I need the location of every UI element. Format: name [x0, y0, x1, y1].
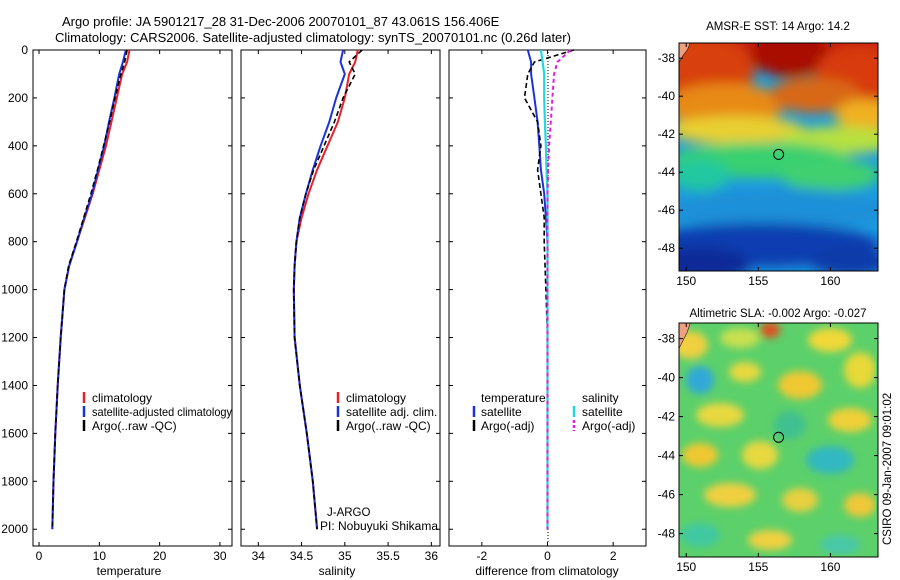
- series-line: [292, 49, 359, 530]
- series-line: [523, 49, 575, 530]
- series-line: [51, 49, 128, 530]
- land-patch: [679, 323, 690, 348]
- series-line: [546, 49, 572, 530]
- temperature-axes: [32, 49, 233, 547]
- lat-tick-label: -46: [658, 488, 676, 502]
- legend-argo: Argo(..raw -QC): [92, 419, 177, 433]
- temperature-ticks: 0 10 20 30 0 200 400 600 800 1000 1200 1400 1600 1800…: [1, 43, 232, 563]
- x-tick-label: 36: [425, 549, 439, 563]
- y-tick-label: 1400: [1, 378, 28, 392]
- x-tick-label: 35: [338, 549, 352, 563]
- figure-title-line2: Climatology: CARS2006. Satellite-adjuste…: [55, 30, 571, 45]
- x-tick-label: 30: [213, 549, 227, 563]
- legend-satellite-adj: satellite adj. clim.: [346, 405, 437, 419]
- difference-panel: -2 0 2 difference from climatology tempera…: [448, 49, 647, 578]
- x-tick-label: -2: [476, 549, 487, 563]
- legend-temperature-heading: temperature: [481, 391, 546, 405]
- salinity-legend: climatology satellite adj. clim. Argo(..…: [336, 391, 437, 433]
- sst-map-ticks: 150 155 160 -38 -40 -42 -44 -46 -48: [658, 43, 878, 288]
- profile-location-marker: [773, 431, 785, 443]
- lat-tick-label: -46: [658, 203, 676, 217]
- lat-tick-label: -44: [658, 165, 676, 179]
- sla-field: [679, 323, 878, 557]
- y-tick-label: 0: [21, 43, 28, 57]
- lat-tick-label: -40: [658, 89, 676, 103]
- legend-sal-satellite: satellite: [582, 405, 623, 419]
- sst-map-axes: [678, 42, 879, 272]
- footer-stamp: CSIRO 09-Jan-2007 09:01:02: [882, 393, 894, 545]
- lon-tick-label: 150: [676, 274, 696, 288]
- temperature-lines: [51, 49, 131, 530]
- land-patch: [679, 43, 690, 62]
- x-tick-label: 20: [153, 549, 167, 563]
- lon-tick-label: 155: [748, 560, 768, 574]
- x-tick-label: 34: [252, 549, 266, 563]
- lon-tick-label: 160: [820, 560, 840, 574]
- y-tick-label: 800: [8, 235, 28, 249]
- difference-lines: [523, 49, 575, 530]
- legend-climatology: climatology: [346, 391, 406, 405]
- salinity-axes: [240, 49, 441, 547]
- temperature-panel: 0 10 20 30 0 200 400 600 800 1000 1200 1400 1600 1800…: [1, 43, 233, 578]
- sst-field: [679, 43, 878, 271]
- lat-tick-label: -48: [658, 527, 676, 541]
- pi-label: PI: Nobuyuki Shikama: [320, 521, 439, 533]
- legend-argo: Argo(..raw -QC): [346, 419, 431, 433]
- y-tick-label: 600: [8, 187, 28, 201]
- difference-ticks: -2 0 2: [449, 49, 646, 563]
- x-tick-label: 35.5: [376, 549, 400, 563]
- sla-map-ticks: 150 155 160 -38 -40 -42 -44 -46 -48: [658, 323, 878, 574]
- salinity-panel: 34 34.5 35 35.5 36 salinity climatology sate…: [240, 49, 441, 578]
- legend-temp-satellite: satellite: [481, 405, 522, 419]
- difference-legend: temperature satellite Argo(-adj) salinit…: [472, 391, 635, 433]
- sla-map-axes: [678, 322, 879, 558]
- profile-location-marker: [773, 148, 785, 160]
- sst-map-title: AMSR-E SST: 14 Argo: 14.2: [706, 21, 850, 33]
- lon-tick-label: 155: [748, 274, 768, 288]
- lat-tick-label: -38: [658, 332, 676, 346]
- lat-tick-label: -38: [658, 51, 676, 65]
- salinity-xlabel: salinity: [319, 564, 356, 578]
- x-tick-label: 10: [93, 549, 107, 563]
- temperature-legend: climatology satellite-adjusted climatolo…: [82, 391, 232, 433]
- x-tick-label: 34.5: [290, 549, 314, 563]
- y-tick-label: 1200: [1, 331, 28, 345]
- lon-tick-label: 160: [820, 274, 840, 288]
- legend-climatology: climatology: [92, 391, 152, 405]
- y-tick-label: 1000: [1, 283, 28, 297]
- salinity-ticks: 34 34.5 35 35.5 36: [241, 49, 440, 563]
- sst-map-panel: AMSR-E SST: 14 Argo: 14.2: [658, 21, 879, 288]
- lon-tick-label: 150: [676, 560, 696, 574]
- y-tick-label: 1600: [1, 426, 28, 440]
- lat-tick-label: -40: [658, 371, 676, 385]
- legend-satellite-adjusted: satellite-adjusted climatology: [92, 405, 232, 419]
- lat-tick-label: -48: [658, 241, 676, 255]
- y-tick-label: 1800: [1, 474, 28, 488]
- y-tick-label: 2000: [1, 522, 28, 536]
- difference-xlabel: difference from climatology: [475, 564, 618, 578]
- lat-tick-label: -42: [658, 410, 676, 424]
- x-tick-label: 2: [610, 549, 617, 563]
- sla-map-title: Altimetric SLA: -0.002 Argo: -0.027: [689, 308, 866, 320]
- lat-tick-label: -44: [658, 449, 676, 463]
- x-tick-label: 0: [36, 549, 43, 563]
- salinity-lines: [292, 49, 363, 530]
- legend-sal-argo: Argo(-adj): [582, 419, 635, 433]
- lat-tick-label: -42: [658, 127, 676, 141]
- figure-title-line1: Argo profile: JA 5901217_28 31-Dec-2006 …: [62, 14, 500, 29]
- y-tick-label: 200: [8, 91, 28, 105]
- series-line: [51, 49, 127, 530]
- series-line: [292, 49, 363, 530]
- legend-temp-argo: Argo(-adj): [481, 419, 534, 433]
- sla-map-panel: Altimetric SLA: -0.002 Argo: -0.027: [658, 308, 879, 574]
- program-label: J-ARGO: [327, 507, 371, 519]
- temperature-xlabel: temperature: [97, 564, 162, 578]
- legend-salinity-heading: salinity: [582, 391, 619, 405]
- y-tick-label: 400: [8, 139, 28, 153]
- x-tick-label: 0: [544, 549, 551, 563]
